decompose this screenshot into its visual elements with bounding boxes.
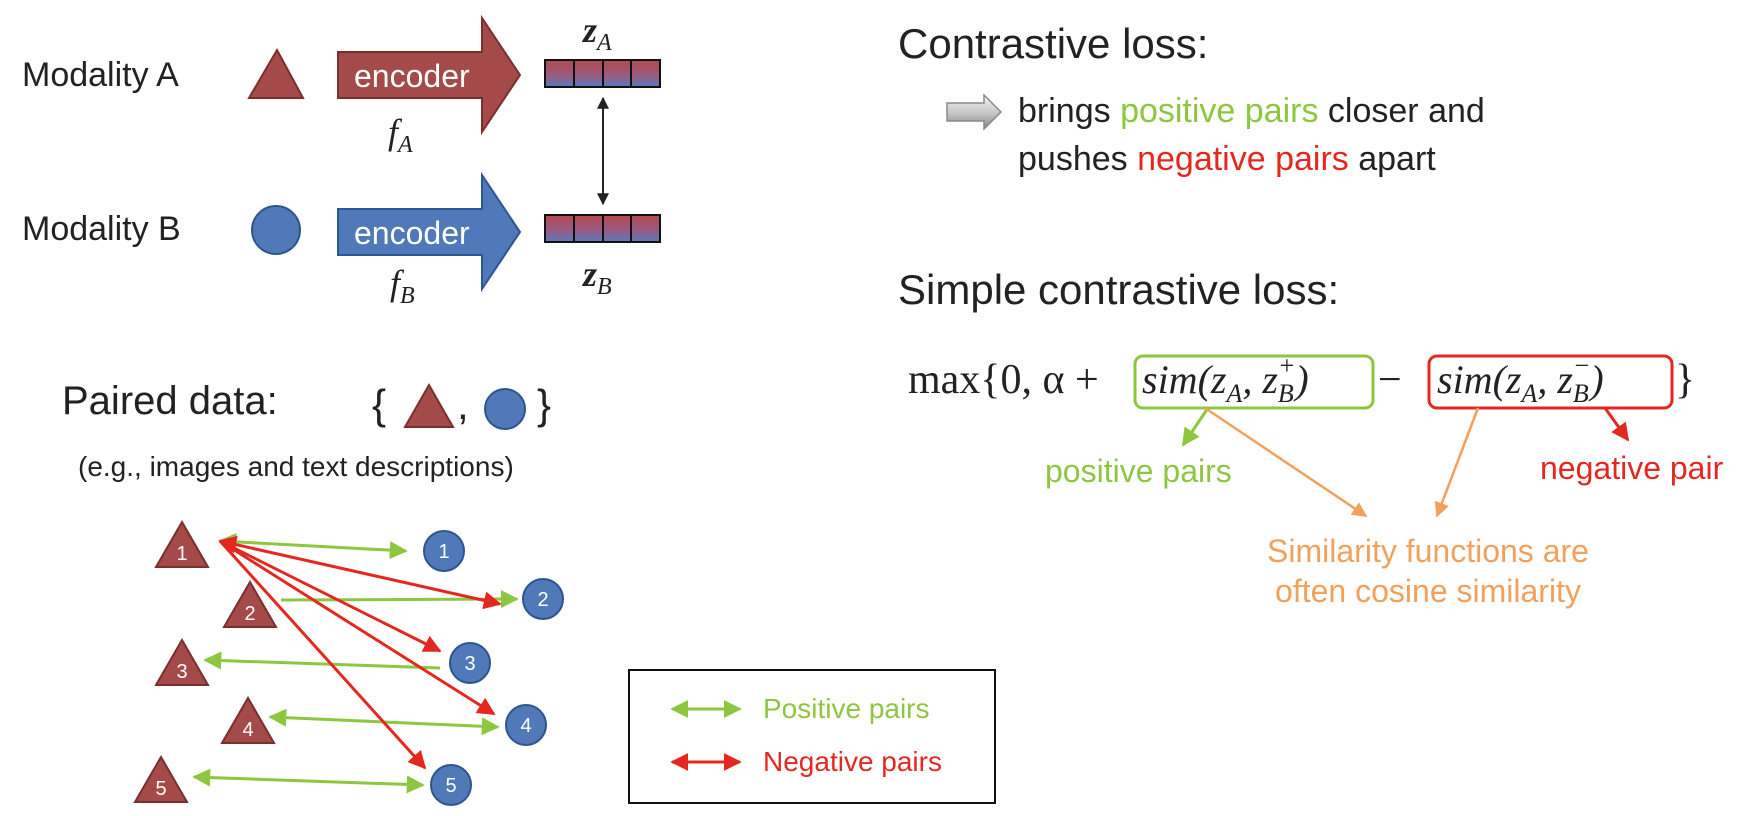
modality-a-triangle-icon <box>247 47 305 99</box>
contrastive-line-2: pushes negative pairs apart <box>1018 140 1436 178</box>
positive-pairs-label: positive pairs <box>1045 453 1232 489</box>
circle-node-label: 4 <box>520 715 531 737</box>
positive-sim-term: sim(zA, zB+) <box>1142 351 1309 408</box>
z-a-vector <box>544 59 661 88</box>
circle-node-label: 5 <box>445 775 456 797</box>
paired-data-title: Paired data: <box>62 379 278 423</box>
negative-sim-box <box>1427 354 1674 410</box>
triangle-node-label: 2 <box>244 603 255 625</box>
bullet-arrow-icon <box>946 93 1003 131</box>
simple-loss-title: Simple contrastive loss: <box>898 266 1339 313</box>
similarity-arrow-negative <box>1434 407 1480 518</box>
set-open-brace: { <box>372 381 386 428</box>
circle-node <box>522 578 564 620</box>
legend-positive-label: Positive pairs <box>763 693 930 724</box>
positive-pair-arrow-5 <box>192 768 425 794</box>
circle-node <box>430 764 472 806</box>
paired-triangle-icon <box>403 382 455 428</box>
encoder-b-arrow <box>337 171 522 293</box>
formula-suffix: } <box>1675 357 1695 403</box>
pair-graph: 1 2 3 4 5 1 2 3 4 5 <box>133 520 564 806</box>
set-comma: , <box>457 381 469 428</box>
circle-node <box>449 642 491 684</box>
modality-b-label: Modality B <box>22 210 181 248</box>
paired-data-subtitle: (e.g., images and text descriptions) <box>78 451 514 482</box>
positive-label-arrow <box>1181 407 1210 447</box>
triangle-node-label: 1 <box>176 543 187 565</box>
negative-pair-arrow-5 <box>218 539 427 770</box>
modality-b-circle-icon <box>251 205 301 255</box>
triangle-node <box>154 638 210 686</box>
paired-circle-icon <box>484 388 526 430</box>
circle-node <box>423 530 465 572</box>
legend-box <box>628 669 996 804</box>
contrastive-loss-title: Contrastive loss: <box>898 20 1208 67</box>
triangle-node-label: 4 <box>242 719 253 741</box>
formula-prefix: max{0, α + <box>908 357 1099 403</box>
similarity-arrow-positive <box>1204 406 1368 518</box>
triangle-node <box>133 755 189 803</box>
negative-pair-arrow-2 <box>218 535 502 610</box>
circle-node <box>505 704 547 746</box>
encoder-a-arrow <box>337 14 522 136</box>
legend: Positive pairs Negative pairs <box>628 669 996 804</box>
encoder-a-label: encoder <box>354 58 470 94</box>
negative-pair-arrow-4 <box>219 539 496 716</box>
z-b-vector <box>544 214 661 243</box>
negative-pair-label: negative pair <box>1540 450 1724 486</box>
triangle-node-label: 3 <box>176 661 187 683</box>
z-b-label: zB <box>581 254 612 300</box>
negative-pair-arrow-3 <box>219 539 442 653</box>
positive-sim-box <box>1133 354 1375 410</box>
encoder-b-label: encoder <box>354 215 470 251</box>
z-a-label: zA <box>581 10 612 56</box>
circle-node-label: 1 <box>438 541 449 563</box>
triangle-node <box>220 696 276 744</box>
positive-pair-arrow-3 <box>203 651 441 670</box>
f-b-label: fB <box>390 263 415 309</box>
loss-formula: max{0, α + sim(zA, zB+) − sim(zA, zB−) } <box>908 351 1695 410</box>
triangle-node <box>154 520 210 568</box>
triangle-node <box>222 580 278 628</box>
negative-sim-term: sim(zA, zB−) <box>1437 351 1604 408</box>
f-a-label: fA <box>388 112 413 158</box>
contrastive-line-1: brings positive pairs closer and <box>1018 92 1485 130</box>
similarity-note-line-1: Similarity functions are <box>1267 533 1589 569</box>
negative-label-arrow <box>1603 407 1630 442</box>
formula-minus: − <box>1378 357 1402 403</box>
modality-a-label: Modality A <box>22 56 179 94</box>
legend-negative-label: Negative pairs <box>763 746 942 777</box>
set-close-brace: } <box>537 381 551 428</box>
circle-node-label: 2 <box>537 589 548 611</box>
triangle-node-label: 5 <box>155 778 166 800</box>
similarity-note-line-2: often cosine similarity <box>1275 573 1581 609</box>
circle-node-label: 3 <box>464 653 475 675</box>
